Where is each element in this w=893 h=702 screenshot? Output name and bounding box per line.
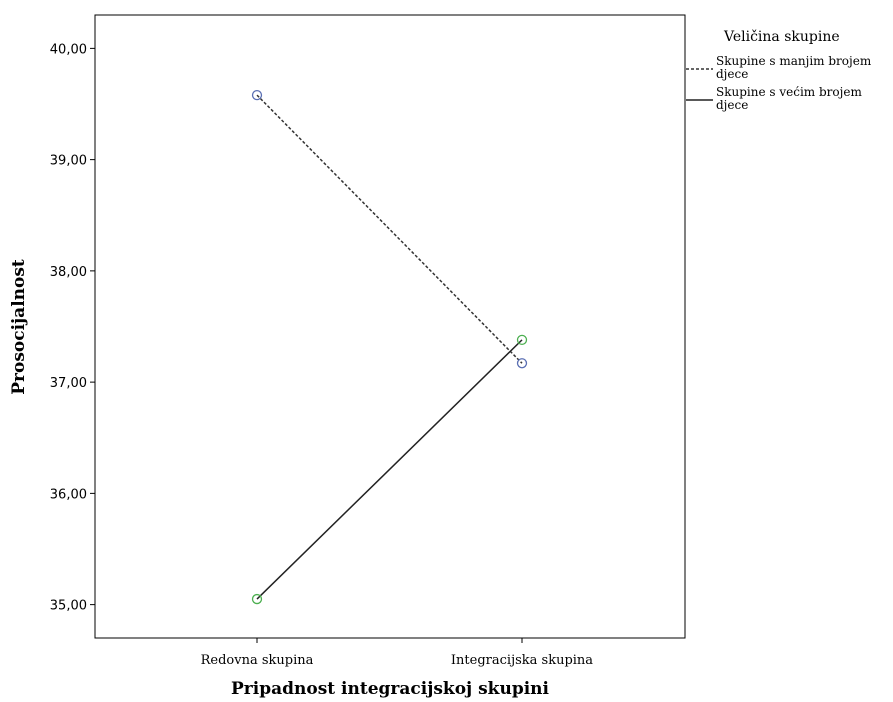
y-tick-label: 37,00 [50,376,87,391]
y-axis: 35,00 36,00 37,00 38,00 39,00 40,00 [50,42,95,614]
y-axis-title: Prosocijalnost [9,259,29,395]
series-layer [251,89,528,605]
legend-title: Veličina skupine [723,29,840,45]
series-1-marker [516,358,528,369]
x-tick-label: Redovna skupina [201,653,314,668]
legend-label-1: Skupine s manjim brojem [716,54,872,68]
plot-frame [94,14,686,639]
y-tick-label: 40,00 [50,42,87,57]
y-tick-label: 35,00 [50,599,87,614]
x-tick-label: Integracijska skupina [451,653,593,668]
series-2-marker [251,593,263,605]
y-tick-label: 38,00 [50,265,87,280]
series-1-marker [251,89,263,101]
series-2-marker [516,334,528,346]
legend-label-2: djece [716,98,748,112]
y-tick-label: 36,00 [50,487,87,502]
y-tick-label: 39,00 [50,154,87,169]
x-axis: Redovna skupina Integracijska skupina [201,638,593,668]
legend-label-1: djece [716,67,748,81]
legend: Veličina skupine Skupine s manjim brojem… [686,29,872,112]
x-axis-title: Pripadnost integracijskoj skupini [231,679,550,699]
series-line-1 [256,94,523,364]
series-line-2 [256,339,523,600]
legend-label-2: Skupine s većim brojem [716,85,862,99]
